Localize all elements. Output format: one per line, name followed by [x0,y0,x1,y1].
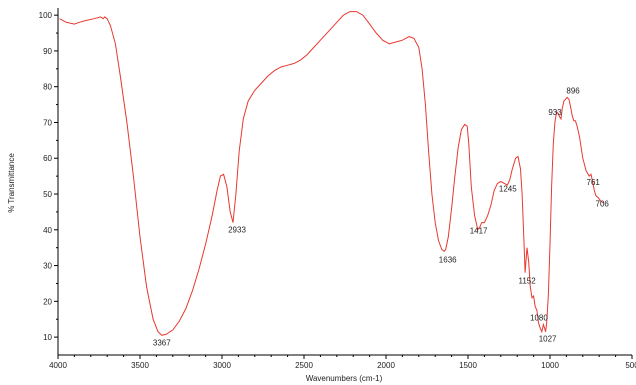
peak-label-706: 706 [596,200,610,209]
series-group [59,11,604,336]
x-axis-ticks: 4000 3500 3000 2500 2000 1500 1000 500 [49,355,636,370]
y-tick-label: 30 [43,262,52,271]
y-tick-label: 80 [43,83,52,92]
y-tick-label: 20 [43,297,52,306]
peak-label-761: 761 [587,178,601,187]
peak-label-1636: 1636 [439,255,457,264]
peak-label-1417: 1417 [470,227,488,236]
x-axis-title: Wavenumbers (cm-1) [306,374,383,383]
y-tick-label: 70 [43,118,52,127]
y-tick-label: 90 [43,47,52,56]
peak-label-1152: 1152 [518,277,536,286]
x-tick-label: 3000 [213,361,231,370]
peak-label-896: 896 [566,86,580,95]
y-tick-label: 60 [43,154,52,163]
series-line-0 [59,11,604,336]
y-tick-label: 50 [43,190,52,199]
peak-label-3367: 3367 [153,338,171,347]
x-tick-label: 2500 [295,361,313,370]
x-tick-label: 1000 [541,361,559,370]
peak-label-2933: 2933 [228,226,246,235]
peak-label-1080: 1080 [530,313,548,322]
x-tick-label: 2000 [377,361,395,370]
axes [57,8,632,356]
x-tick-label: 3500 [131,361,149,370]
peak-label-1245: 1245 [499,185,517,194]
peak-label-1027: 1027 [539,335,557,344]
y-tick-label: 10 [43,333,52,342]
peak-annotations: 3367 2933 1636 1417 1245 1152 1080 1027 933 896 76… [153,86,610,347]
y-axis-ticks: 10 20 30 40 50 60 70 80 90 100 [39,11,58,342]
y-axis-title: % Transmittance [7,153,16,213]
peak-label-933: 933 [548,108,562,117]
x-tick-label: 1500 [459,361,477,370]
x-tick-label: 4000 [49,361,67,370]
y-tick-label: 100 [39,11,53,20]
y-tick-label: 40 [43,226,52,235]
x-tick-label: 500 [625,361,636,370]
